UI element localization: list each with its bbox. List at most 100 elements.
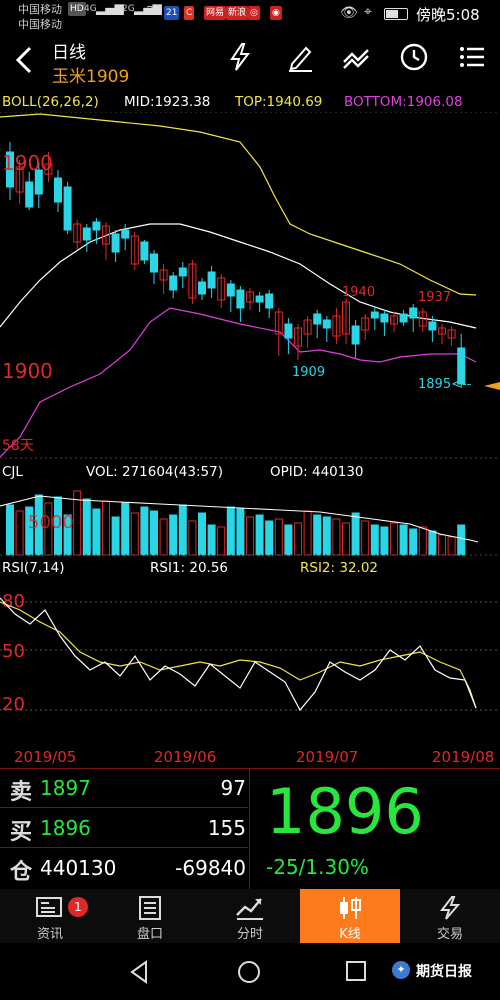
candle-body bbox=[428, 321, 437, 331]
signal-icon: ▂▄▆ bbox=[96, 1, 124, 15]
tab-orderbook[interactable]: 盘口 bbox=[100, 889, 200, 943]
time-period-button[interactable] bbox=[394, 42, 434, 82]
anno-1940: 1940 bbox=[342, 285, 375, 300]
hd-badge: HD bbox=[68, 2, 86, 16]
symbol-title: 玉米1909 bbox=[52, 67, 130, 87]
tab-trade[interactable]: 交易 bbox=[400, 889, 500, 943]
candle-body bbox=[92, 221, 101, 231]
date-label: 2019/05 bbox=[14, 748, 77, 766]
back-button[interactable] bbox=[4, 40, 44, 80]
tab-label: 分时 bbox=[236, 927, 263, 942]
period-title: 日线 bbox=[52, 43, 86, 63]
candle-body bbox=[226, 283, 235, 297]
tab-label: K线 bbox=[339, 927, 361, 942]
notification-badge: 1 bbox=[68, 897, 88, 917]
nav-home-button[interactable] bbox=[236, 959, 264, 987]
open-interest-line bbox=[0, 495, 479, 543]
wifi-icon: ≋ bbox=[146, 2, 157, 16]
candle-body bbox=[274, 311, 283, 335]
rsi-legend: RSI(7,14) RSI1: 20.56 RSI2: 32.02 bbox=[0, 560, 500, 578]
volume-bar bbox=[54, 496, 62, 556]
nav-recents-button[interactable] bbox=[344, 959, 372, 987]
candlestick-chart[interactable]: 1940 1937 1909 1895<-- 1900 1900 58天 bbox=[0, 112, 500, 460]
list-menu-icon bbox=[460, 47, 484, 67]
volume-chart[interactable]: 5000 bbox=[0, 482, 500, 556]
sell-qty: 97 bbox=[220, 776, 246, 800]
volume-value: VOL: 271604(43:57) bbox=[86, 464, 223, 480]
rsi-tick-50: 50 bbox=[2, 641, 25, 662]
rsi-label: RSI(7,14) bbox=[2, 560, 65, 576]
tab-kline[interactable]: K线 bbox=[300, 889, 400, 943]
tab-timeshare[interactable]: 分时 bbox=[200, 889, 300, 943]
buy-price: 1896 bbox=[40, 816, 91, 840]
anno-1937: 1937 bbox=[418, 290, 451, 305]
candle-body bbox=[294, 327, 302, 347]
volume-bar bbox=[438, 534, 446, 556]
indicator-button[interactable] bbox=[336, 42, 376, 82]
date-label: 2019/08 bbox=[432, 748, 495, 766]
app-badge-c: C bbox=[184, 6, 195, 20]
volume-legend: CJL VOL: 271604(43:57) OPID: 440130 bbox=[0, 464, 500, 482]
volume-bar bbox=[294, 522, 302, 556]
oi-change: -69840 bbox=[175, 856, 246, 880]
candles bbox=[6, 142, 466, 388]
tab-news[interactable]: 资讯 1 bbox=[0, 889, 100, 943]
nav-back-button[interactable] bbox=[128, 959, 158, 985]
sell-row[interactable]: 卖 1897 97 bbox=[0, 769, 248, 808]
boll-label: BOLL(26,26,2) bbox=[2, 94, 99, 110]
rsi-chart[interactable]: 80 50 20 bbox=[0, 580, 500, 720]
volume-bar bbox=[246, 516, 254, 556]
status-bar: 中国移动 HD 4G ▂▄▆ 2G ▂▄▆ ≋ 21 C 网易 新浪 ◎ ◉ 中… bbox=[0, 0, 500, 34]
anno-1895: 1895<-- bbox=[418, 377, 472, 392]
volume-bar bbox=[447, 536, 456, 556]
price-tick-high: 1900 bbox=[2, 151, 53, 175]
candle-body bbox=[284, 323, 293, 339]
volume-bar bbox=[44, 502, 53, 556]
candle-body bbox=[342, 301, 350, 335]
volume-bar bbox=[313, 514, 322, 556]
eye-icon: 👁 bbox=[340, 5, 358, 21]
volume-bar bbox=[130, 512, 139, 556]
candle-body bbox=[169, 275, 178, 291]
flash-button[interactable] bbox=[220, 42, 260, 82]
system-nav-bar: ✦ 期货日报 bbox=[0, 943, 500, 1000]
candle-body bbox=[34, 169, 43, 195]
timeshare-icon bbox=[200, 895, 300, 921]
volume-tick: 5000 bbox=[28, 512, 74, 533]
volume-bar bbox=[428, 530, 437, 556]
menu-button[interactable] bbox=[452, 42, 492, 82]
candle-body bbox=[246, 291, 254, 303]
volume-bar bbox=[322, 516, 331, 556]
triangle-back-icon bbox=[130, 960, 147, 984]
trend-icon bbox=[343, 49, 369, 69]
network-type-2: 2G bbox=[122, 4, 135, 14]
volume-bar bbox=[284, 524, 293, 556]
rsi-tick-20: 20 bbox=[2, 694, 25, 715]
location-icon: ⌖ bbox=[364, 4, 372, 20]
candle-body bbox=[188, 263, 197, 299]
price-change: -25/1.30% bbox=[266, 855, 369, 879]
volume-bar bbox=[169, 514, 178, 556]
watermark-text: 期货日报 bbox=[416, 964, 472, 980]
signal-icon-2: ▂▄▆ bbox=[134, 1, 162, 15]
open-interest-row: 仓 440130 -69840 bbox=[0, 849, 248, 887]
carrier-name-2: 中国移动 bbox=[18, 18, 62, 31]
volume-bar bbox=[6, 504, 14, 556]
volume-bar bbox=[178, 504, 187, 556]
candle-body bbox=[198, 281, 206, 295]
draw-button[interactable] bbox=[280, 42, 320, 82]
candle-body bbox=[140, 241, 149, 261]
candle-body bbox=[370, 311, 379, 319]
candle-body bbox=[303, 319, 312, 335]
sell-price: 1897 bbox=[40, 776, 91, 800]
volume-bar bbox=[198, 512, 206, 556]
tab-label: 资讯 bbox=[36, 927, 63, 942]
candle-body bbox=[130, 235, 139, 265]
trade-icon bbox=[400, 895, 500, 921]
oi-label: 仓 bbox=[10, 860, 33, 885]
volume-bar bbox=[418, 526, 427, 556]
volume-bar bbox=[111, 516, 120, 556]
period-label: 58天 bbox=[2, 438, 34, 454]
buy-row[interactable]: 买 1896 155 bbox=[0, 809, 248, 848]
volume-bar bbox=[342, 522, 350, 556]
